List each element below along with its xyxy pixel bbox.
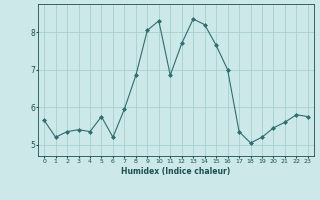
X-axis label: Humidex (Indice chaleur): Humidex (Indice chaleur) [121,167,231,176]
